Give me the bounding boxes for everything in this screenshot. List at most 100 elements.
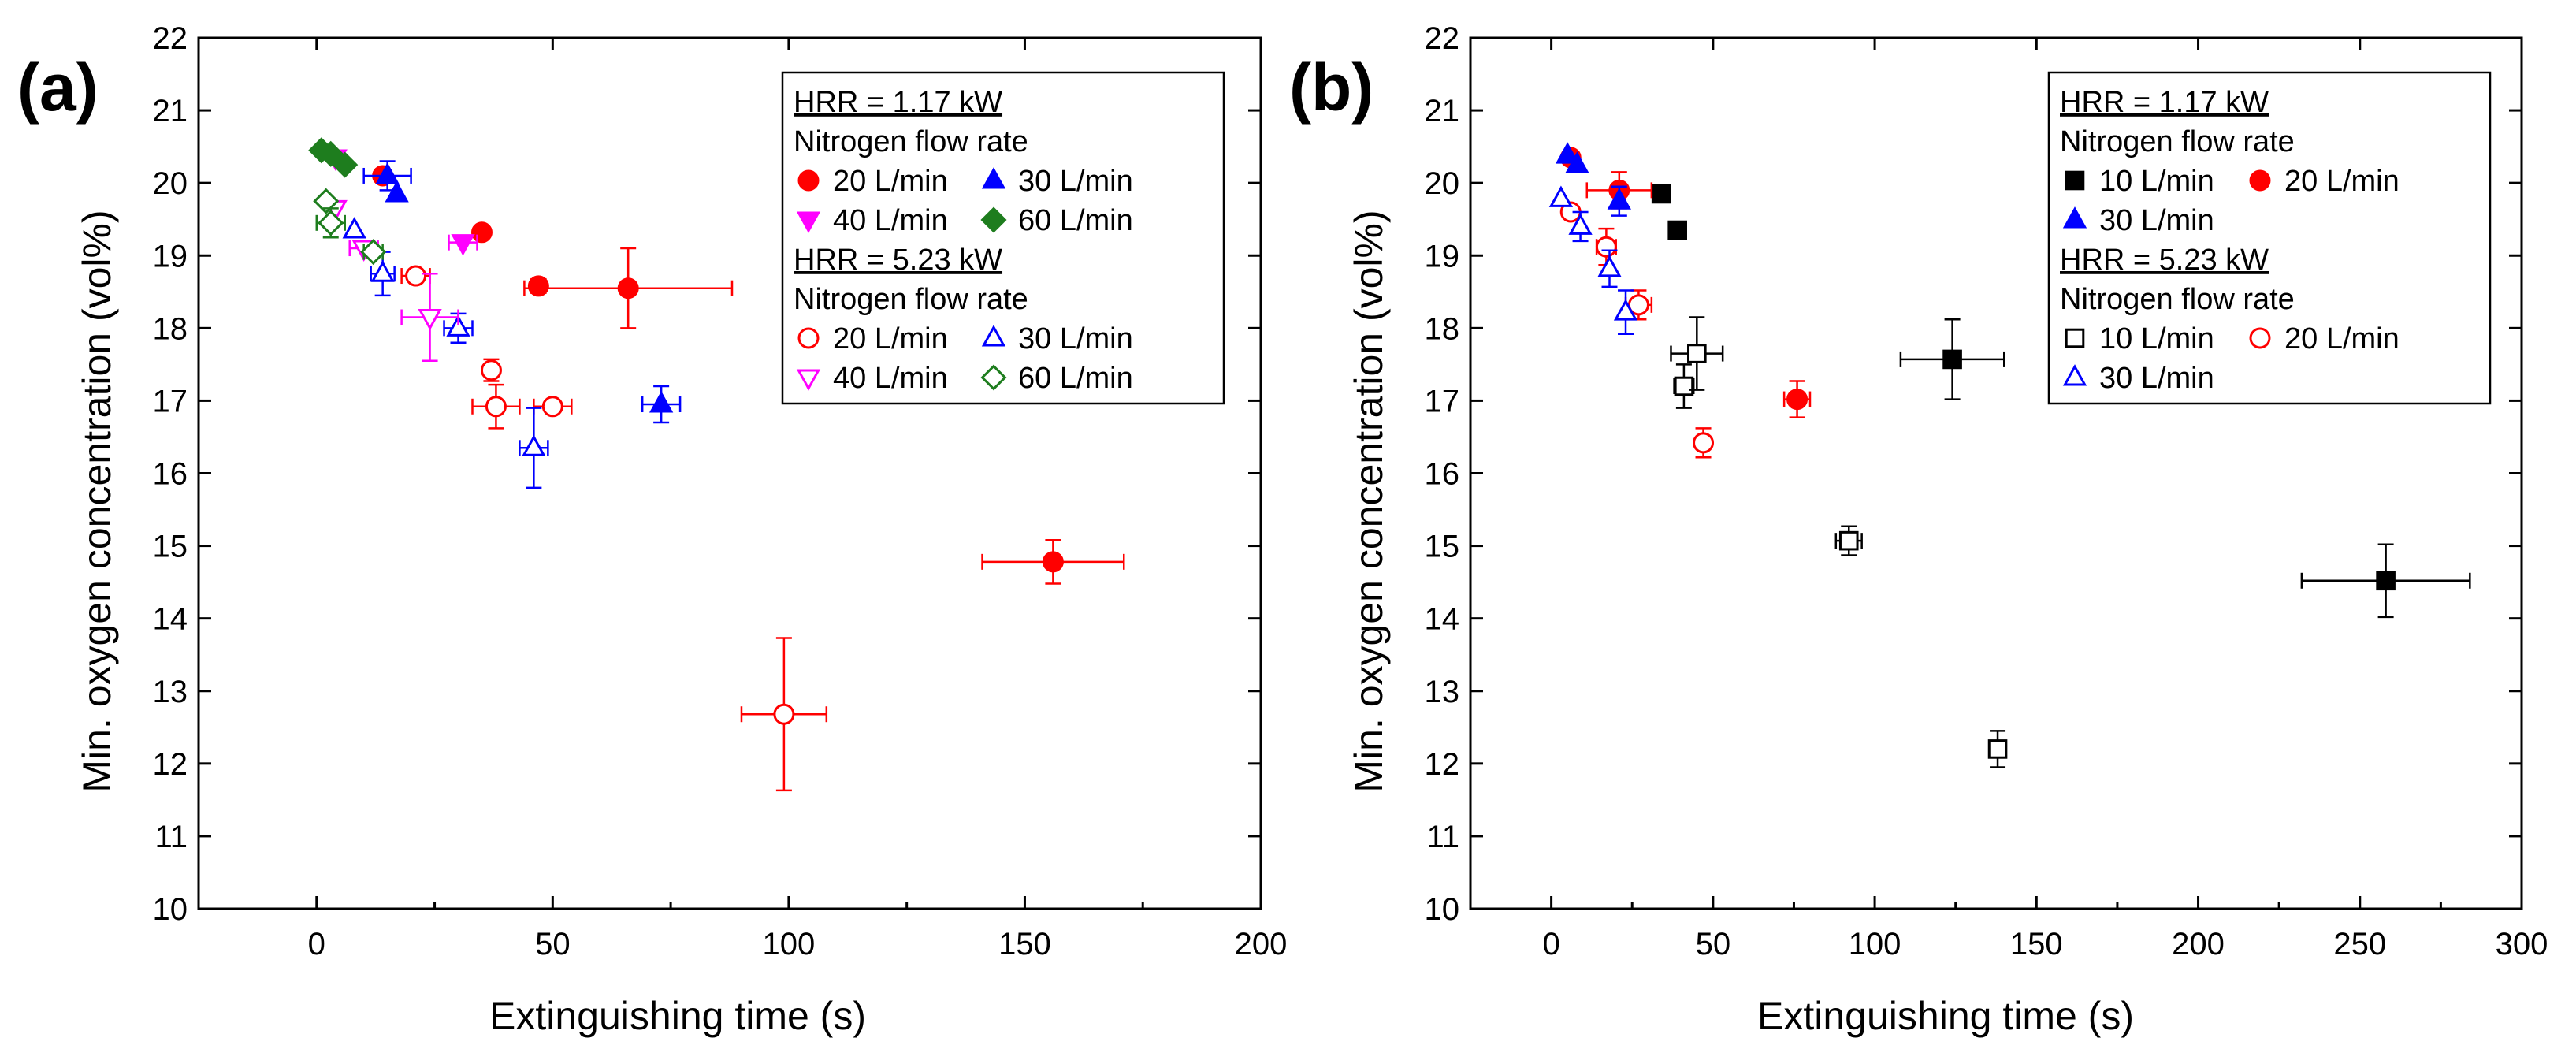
legend-label: 20 L/min (833, 322, 948, 355)
x-axis-title: Extinguishing time (s) (1757, 994, 2134, 1038)
legend-label: 20 L/min (2284, 322, 2399, 355)
legend-marker (980, 206, 1007, 233)
legend-marker (796, 369, 821, 391)
data-point (318, 140, 344, 167)
data-point (313, 188, 340, 214)
legend-marker (2062, 364, 2087, 386)
series-5 (1548, 185, 1638, 335)
data-point (1651, 184, 1671, 204)
legend-header: HRR = 1.17 kW (794, 86, 1002, 119)
data-point (1607, 188, 1631, 210)
y-tick-label: 18 (1425, 311, 1460, 346)
data-point (1568, 213, 1593, 235)
data-point (375, 162, 400, 184)
legend: HRR = 1.17 kW Nitrogen flow rate 10 L/min 2… (2047, 71, 2492, 405)
legend-marker (797, 169, 820, 192)
data-point (1667, 220, 1687, 240)
y-tick-label: 17 (153, 384, 188, 418)
legend-marker (2065, 170, 2085, 191)
data-point (1693, 432, 1715, 454)
x-tick-label: 0 (1542, 927, 1559, 962)
legend-header: Nitrogen flow rate (794, 283, 1028, 316)
legend-label: 10 L/min (2099, 165, 2214, 198)
series-3 (1670, 316, 2008, 768)
legend-label: 10 L/min (2099, 322, 2214, 355)
data-point (522, 434, 546, 456)
legend-label: 40 L/min (833, 204, 948, 237)
legend-label: 60 L/min (1018, 204, 1133, 237)
y-tick-label: 17 (1425, 384, 1460, 418)
x-axis-title: Extinguishing time (s) (489, 994, 866, 1038)
legend-header: HRR = 1.17 kW (2060, 86, 2269, 119)
series-5 (342, 217, 549, 489)
panel-b: (b) 0 50 100 150 200 250 300 10 11 12 13 14 15 16 17 18… (1289, 21, 2548, 1038)
legend-marker (797, 327, 820, 349)
data-point (1042, 551, 1064, 573)
data-point (1597, 255, 1622, 277)
x-tick-label: 0 (308, 927, 325, 962)
panel-label: (b) (1289, 50, 1373, 125)
panel-a: (a) 0 50 100 150 200 10 11 12 13 14 15 16 17 18 19 20 21… (17, 21, 1287, 1038)
data-point (342, 217, 366, 239)
x-tick-label: 250 (2333, 927, 2386, 962)
series-0 (1651, 184, 2471, 619)
panel-label: (a) (17, 50, 99, 125)
legend-header: Nitrogen flow rate (794, 125, 1028, 158)
y-tick-label: 15 (153, 530, 188, 564)
data-point (485, 396, 507, 418)
data-point (1674, 376, 1694, 396)
y-tick-label: 18 (153, 311, 188, 346)
data-point (418, 309, 442, 331)
legend-box (2047, 71, 2492, 405)
legend-marker (796, 211, 821, 233)
y-tick-label: 12 (1425, 747, 1460, 782)
y-tick-label: 14 (153, 602, 188, 637)
legend-header: HRR = 5.23 kW (794, 244, 1002, 277)
data-point (451, 234, 475, 256)
legend-box (781, 71, 1225, 405)
data-point (541, 396, 563, 418)
data-point (1687, 344, 1707, 363)
series-3 (308, 137, 359, 178)
y-tick-label: 15 (1425, 530, 1460, 564)
x-tick-label: 50 (1696, 927, 1731, 962)
legend-label: 20 L/min (2284, 165, 2399, 198)
y-tick-label: 19 (1425, 239, 1460, 273)
data-point (370, 260, 395, 282)
data-point (1987, 739, 2008, 759)
x-tick-label: 150 (998, 927, 1051, 962)
legend-label: 30 L/min (2099, 362, 2214, 395)
y-tick-label: 16 (153, 457, 188, 492)
legend-marker (980, 364, 1007, 391)
x-tick-label: 100 (763, 927, 816, 962)
y-tick-label: 13 (1425, 675, 1460, 709)
x-tick-label: 150 (2010, 927, 2063, 962)
y-tick-label: 21 (1425, 94, 1460, 128)
data-point (1555, 142, 1580, 164)
y-tick-label: 16 (1425, 457, 1460, 492)
x-tick-label: 50 (535, 927, 571, 962)
legend-header: Nitrogen flow rate (2060, 125, 2295, 158)
legend-marker (981, 325, 1006, 347)
data-point (527, 275, 549, 297)
data-point (617, 277, 639, 299)
y-tick-label: 12 (153, 747, 188, 782)
series-2 (1555, 142, 1631, 217)
legend-marker (2065, 328, 2085, 348)
series-0 (372, 165, 1125, 585)
legend: HRR = 1.17 kW Nitrogen flow rate 20 L/min 3… (781, 71, 1225, 405)
data-point (649, 391, 674, 413)
y-axis-title: Min. oxygen concentration (vol%) (75, 210, 119, 792)
y-axis-title: Min. oxygen concentration (vol%) (1347, 210, 1391, 792)
legend-label: 40 L/min (833, 362, 948, 395)
data-point (1786, 389, 1808, 411)
legend-label: 30 L/min (1018, 322, 1133, 355)
data-point (318, 210, 344, 236)
data-point (332, 151, 359, 178)
data-point (480, 359, 502, 381)
data-point (1595, 236, 1617, 258)
data-point (773, 703, 795, 725)
legend-label: 30 L/min (2099, 204, 2214, 237)
y-tick-label: 20 (153, 166, 188, 201)
x-tick-label: 200 (1235, 927, 1288, 962)
